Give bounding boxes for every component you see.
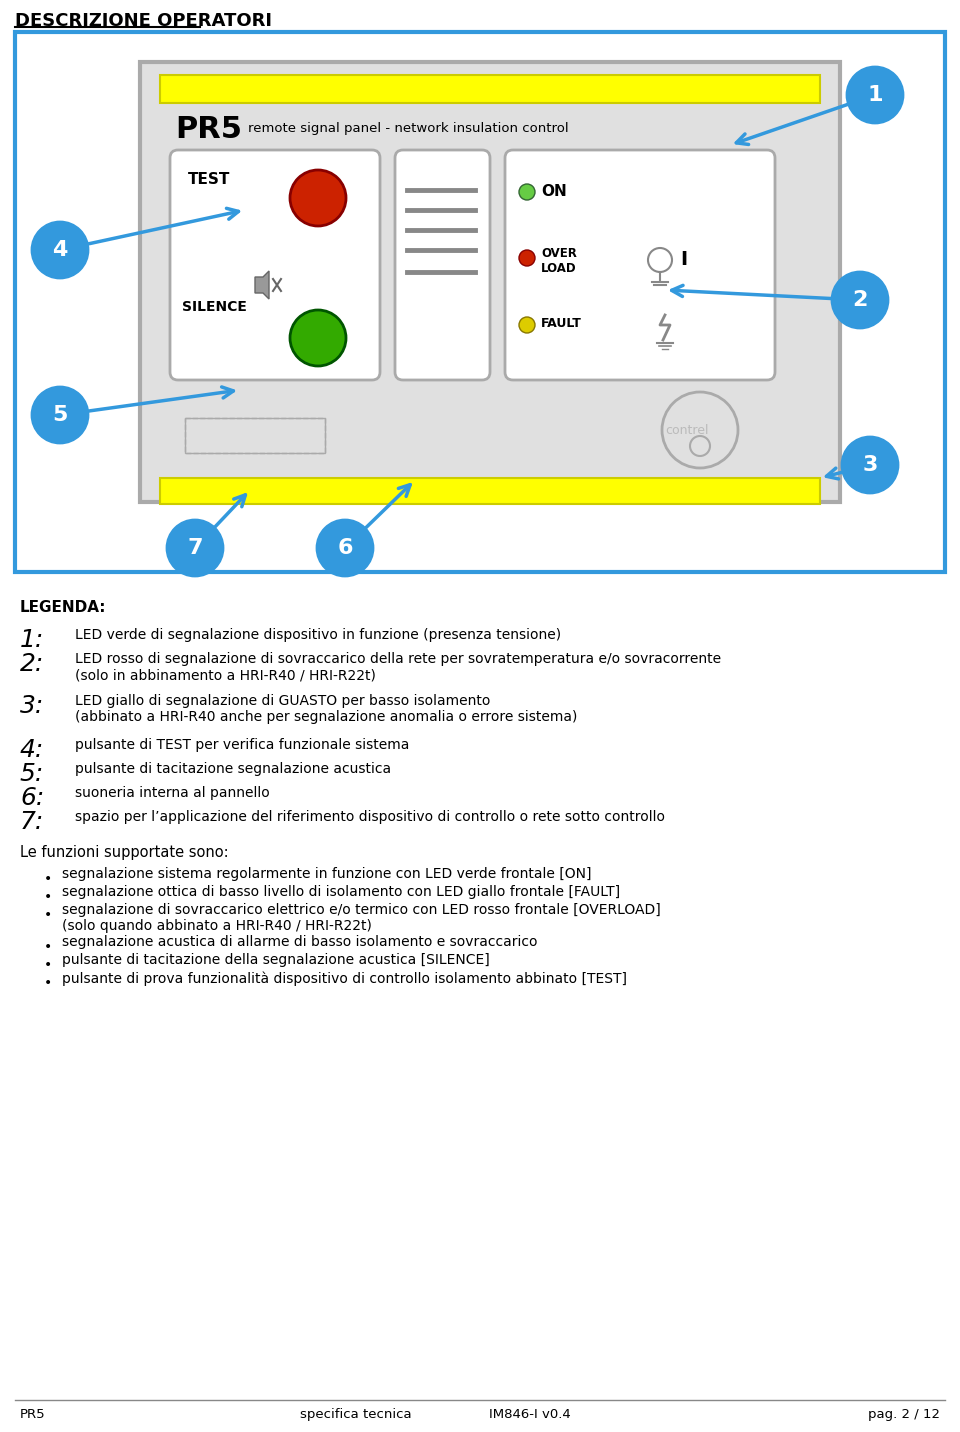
FancyBboxPatch shape	[395, 150, 490, 379]
Text: specifica tecnica: specifica tecnica	[300, 1408, 412, 1421]
Circle shape	[290, 309, 346, 367]
Text: 7: 7	[187, 538, 203, 558]
Text: 5:: 5:	[20, 762, 44, 786]
Polygon shape	[255, 271, 269, 299]
Text: segnalazione acustica di allarme di basso isolamento e sovraccarico: segnalazione acustica di allarme di bass…	[62, 935, 538, 949]
Text: 3: 3	[862, 455, 877, 475]
Text: 4: 4	[52, 241, 68, 261]
Text: segnalazione sistema regolarmente in funzione con LED verde frontale [ON]: segnalazione sistema regolarmente in fun…	[62, 866, 591, 881]
Text: 1: 1	[867, 84, 883, 105]
Text: I: I	[680, 251, 687, 269]
FancyBboxPatch shape	[170, 150, 380, 379]
Text: •: •	[44, 958, 52, 972]
Circle shape	[519, 251, 535, 266]
Text: segnalazione di sovraccarico elettrico e/o termico con LED rosso frontale [OVERL: segnalazione di sovraccarico elettrico e…	[62, 904, 660, 934]
Text: 3:: 3:	[20, 695, 44, 717]
Text: PR5: PR5	[175, 115, 242, 145]
Text: segnalazione ottica di basso livello di isolamento con LED giallo frontale [FAUL: segnalazione ottica di basso livello di …	[62, 885, 620, 899]
Text: 6: 6	[337, 538, 352, 558]
FancyBboxPatch shape	[505, 150, 775, 379]
Text: •: •	[44, 891, 52, 904]
Text: •: •	[44, 872, 52, 886]
Circle shape	[842, 437, 898, 493]
Text: LED giallo di segnalazione di GUASTO per basso isolamento
(abbinato a HRI-R40 an: LED giallo di segnalazione di GUASTO per…	[75, 695, 577, 725]
Text: Le funzioni supportate sono:: Le funzioni supportate sono:	[20, 845, 228, 861]
Text: •: •	[44, 908, 52, 922]
Text: •: •	[44, 939, 52, 954]
Circle shape	[519, 316, 535, 334]
Circle shape	[847, 67, 903, 123]
Bar	[140, 62, 840, 503]
Text: 2: 2	[852, 291, 868, 309]
Circle shape	[167, 520, 223, 576]
Circle shape	[519, 183, 535, 200]
Text: LED verde di segnalazione dispositivo in funzione (presenza tensione): LED verde di segnalazione dispositivo in…	[75, 629, 562, 642]
Text: pulsante di prova funzionalità dispositivo di controllo isolamento abbinato [TES: pulsante di prova funzionalità dispositi…	[62, 971, 627, 985]
Text: pulsante di tacitazione segnalazione acustica: pulsante di tacitazione segnalazione acu…	[75, 762, 391, 776]
Text: LEGENDA:: LEGENDA:	[20, 600, 107, 614]
Text: DESCRIZIONE OPERATORI: DESCRIZIONE OPERATORI	[15, 11, 272, 30]
Text: OVER
LOAD: OVER LOAD	[541, 246, 577, 275]
Circle shape	[317, 520, 373, 576]
Bar	[160, 478, 820, 504]
Text: TEST: TEST	[188, 172, 230, 188]
Text: IM846-I v0.4: IM846-I v0.4	[490, 1408, 571, 1421]
Text: pag. 2 / 12: pag. 2 / 12	[868, 1408, 940, 1421]
Text: 6:: 6:	[20, 786, 44, 811]
Text: spazio per l’applicazione del riferimento dispositivo di controllo o rete sotto : spazio per l’applicazione del riferiment…	[75, 811, 665, 823]
Text: FAULT: FAULT	[541, 316, 582, 329]
Bar	[15, 32, 945, 571]
Text: 2:: 2:	[20, 652, 44, 676]
Circle shape	[32, 222, 88, 278]
Text: remote signal panel - network insulation control: remote signal panel - network insulation…	[248, 122, 568, 135]
Text: pulsante di tacitazione della segnalazione acustica [SILENCE]: pulsante di tacitazione della segnalazio…	[62, 954, 490, 967]
Bar	[185, 418, 325, 453]
Text: LED rosso di segnalazione di sovraccarico della rete per sovratemperatura e/o so: LED rosso di segnalazione di sovraccaric…	[75, 652, 721, 682]
Text: pulsante di TEST per verifica funzionale sistema: pulsante di TEST per verifica funzionale…	[75, 737, 409, 752]
Text: SILENCE: SILENCE	[182, 299, 247, 314]
Text: contrel: contrel	[665, 424, 708, 437]
Text: ON: ON	[541, 183, 566, 199]
Circle shape	[290, 170, 346, 226]
Circle shape	[832, 272, 888, 328]
Bar	[160, 74, 820, 103]
Text: 7:: 7:	[20, 811, 44, 833]
Circle shape	[32, 387, 88, 442]
Text: PR5: PR5	[20, 1408, 46, 1421]
Text: suoneria interna al pannello: suoneria interna al pannello	[75, 786, 270, 800]
Bar	[185, 418, 325, 453]
Text: 1:: 1:	[20, 629, 44, 652]
Text: •: •	[44, 977, 52, 990]
Text: 4:: 4:	[20, 737, 44, 762]
Text: 5: 5	[52, 405, 68, 425]
